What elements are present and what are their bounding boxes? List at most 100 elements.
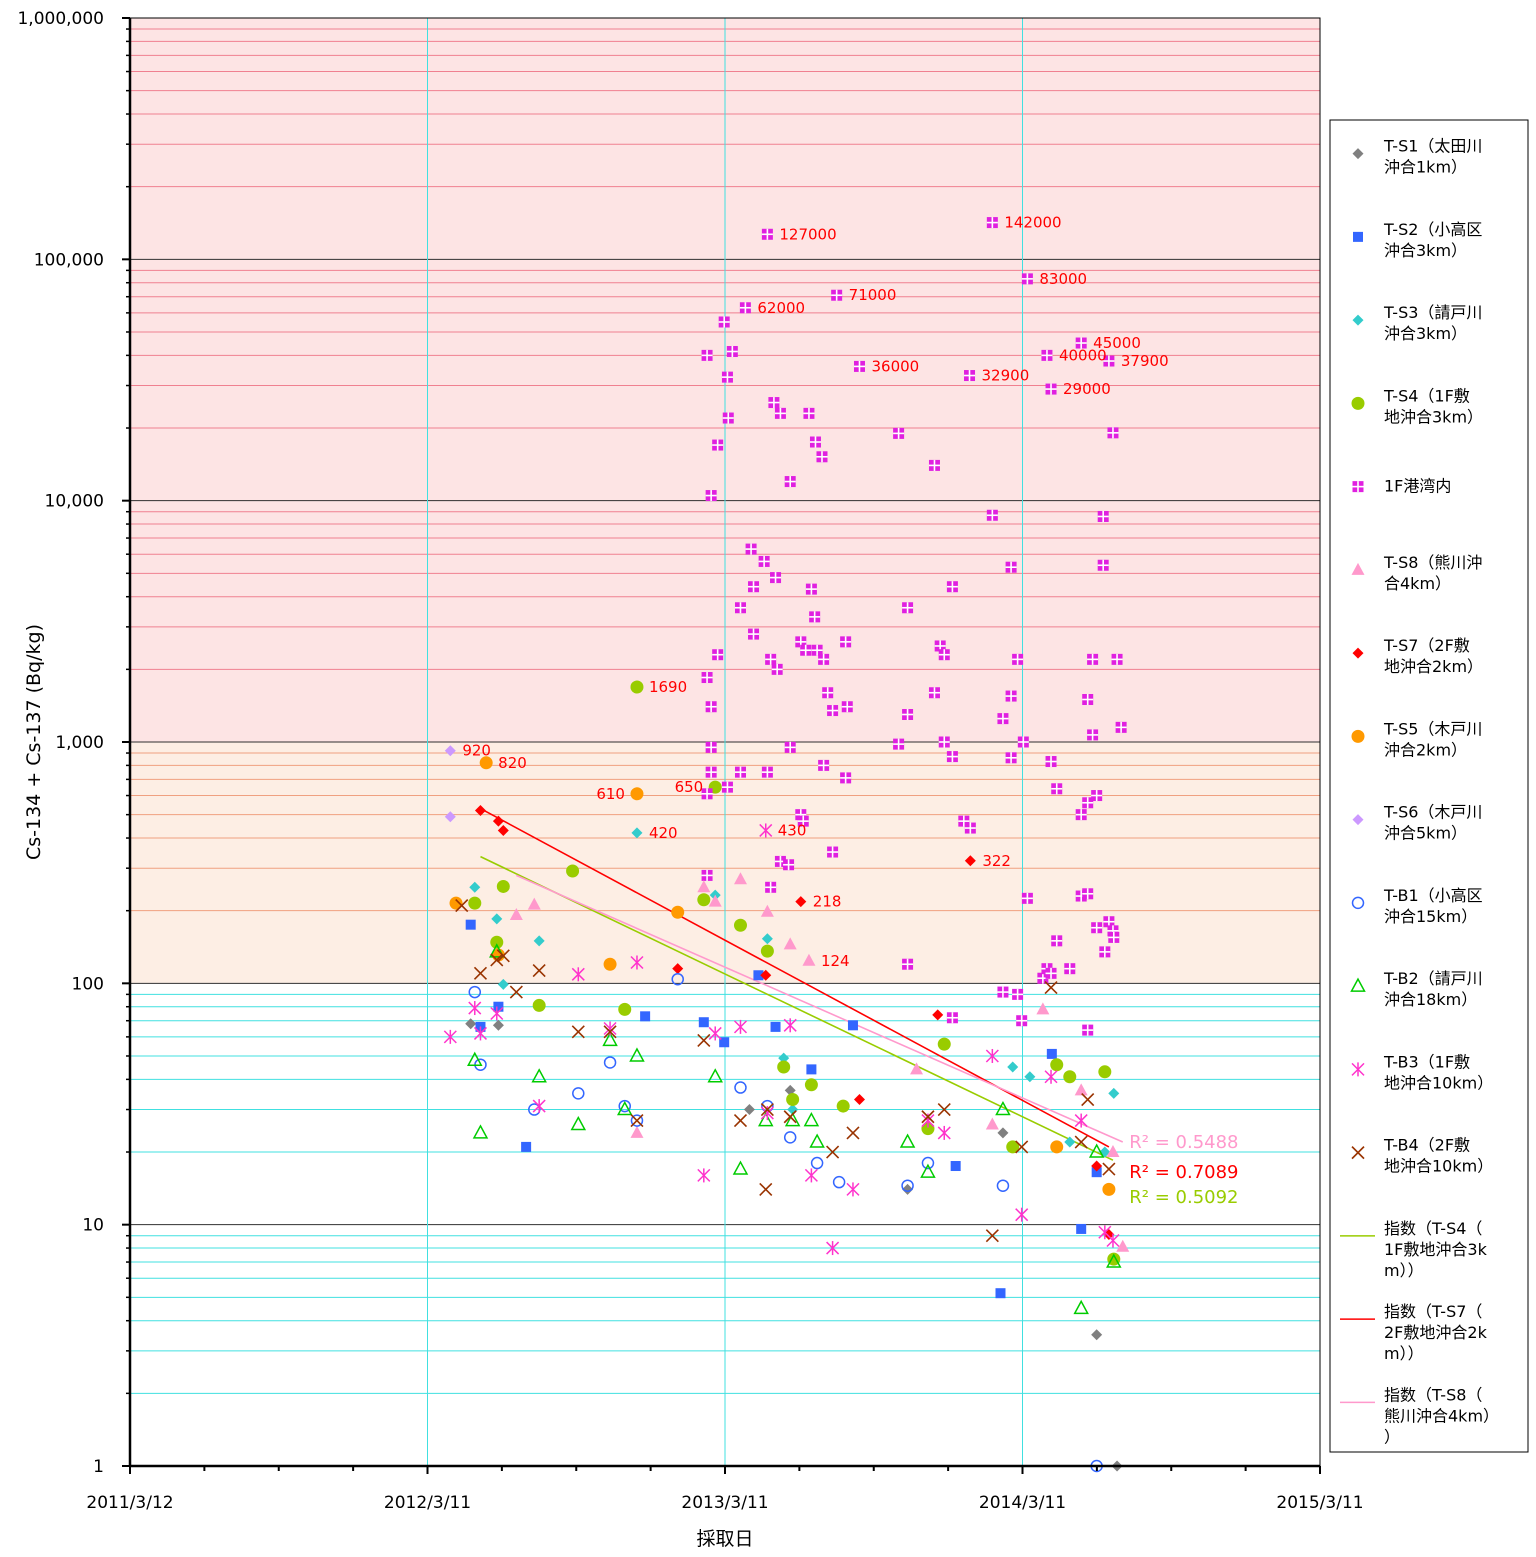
data-point	[1082, 797, 1094, 809]
data-point	[566, 864, 580, 878]
x-tick-label: 2013/3/11	[681, 1493, 768, 1513]
data-point	[783, 1018, 797, 1033]
data-point	[760, 944, 774, 958]
data-point	[809, 1133, 825, 1148]
data-point	[770, 572, 782, 584]
data-point	[1050, 1140, 1064, 1154]
data-point	[1102, 1162, 1116, 1176]
data-label: 218	[813, 893, 842, 911]
data-point	[603, 957, 617, 971]
data-points	[443, 217, 1130, 1473]
data-point	[803, 407, 815, 419]
data-point	[697, 893, 711, 907]
data-point-b	[603, 1025, 617, 1039]
data-point	[1074, 1113, 1088, 1128]
data-label: 610	[596, 785, 625, 803]
data-point	[910, 1062, 924, 1075]
r2-labels: R² = 0.5488 R² = 0.7089 R² = 0.5092	[1129, 1132, 1238, 1208]
data-point	[630, 1125, 644, 1138]
legend-label: 指数（T-S7（ 2F敷地沖合2k m））	[1384, 1302, 1488, 1363]
data-point	[671, 972, 684, 986]
legend-entry: 1F港湾内	[1352, 477, 1451, 496]
data-point	[1111, 653, 1123, 665]
data-point	[804, 1168, 818, 1183]
data-point	[1045, 383, 1057, 395]
data-point	[1051, 783, 1063, 795]
series-4	[701, 217, 1127, 1036]
data-label: 37900	[1121, 352, 1169, 370]
data-point	[840, 636, 852, 648]
data-point	[1016, 1015, 1028, 1027]
y-tick-label: 1	[93, 1457, 104, 1477]
data-point	[745, 543, 757, 555]
data-point	[630, 955, 644, 970]
data-point	[757, 1111, 774, 1127]
data-point	[899, 1133, 916, 1148]
data-point	[444, 745, 456, 757]
data-point	[761, 933, 773, 945]
data-point	[468, 985, 482, 999]
legend-marker	[1352, 481, 1364, 493]
data-point	[770, 1021, 781, 1032]
legend-label: T-B2（請戸川沖合18km）	[1383, 969, 1483, 1009]
data-point	[492, 1019, 504, 1031]
data-point	[1097, 510, 1109, 522]
data-point	[946, 1012, 958, 1024]
data-point	[1075, 809, 1087, 821]
data-point-b	[473, 966, 488, 980]
data-point	[765, 653, 777, 665]
data-point	[603, 1025, 617, 1039]
data-point	[570, 1115, 587, 1131]
data-point	[1074, 1083, 1088, 1096]
data-point	[527, 897, 541, 910]
data-point	[1036, 1002, 1050, 1015]
data-point	[810, 1156, 824, 1170]
legend-label: T-S7（2F敷地沖合2km）	[1383, 636, 1483, 676]
data-point	[893, 427, 905, 439]
data-point-b	[496, 949, 510, 963]
data-point	[449, 896, 463, 910]
data-point	[937, 1037, 951, 1051]
x-tick-label: 2015/3/11	[1276, 1493, 1363, 1513]
data-point	[1087, 729, 1099, 741]
data-point	[809, 436, 821, 448]
series-10	[467, 943, 1122, 1315]
data-point	[532, 963, 546, 978]
legend-marker	[1352, 814, 1364, 826]
data-point	[630, 680, 644, 694]
data-point	[697, 1033, 711, 1047]
data-point	[1081, 1092, 1095, 1107]
data-point	[1082, 1024, 1094, 1036]
legend-entry: T-S1（太田川沖合1km）	[1352, 137, 1482, 177]
data-point	[1041, 349, 1053, 361]
data-point	[753, 970, 764, 981]
data-point	[853, 360, 865, 372]
series-11	[443, 823, 1120, 1256]
data-point	[826, 1145, 840, 1159]
data-point	[840, 772, 852, 784]
r2-label: R² = 0.5092	[1129, 1187, 1238, 1208]
data-point	[616, 1100, 633, 1116]
data-point	[997, 713, 1009, 725]
series-8	[444, 745, 456, 823]
data-point	[847, 1020, 858, 1031]
data-point	[490, 953, 504, 967]
data-point	[760, 969, 772, 981]
data-point	[800, 644, 812, 656]
data-point-b	[509, 985, 523, 999]
data-point-b	[783, 1110, 797, 1124]
data-point	[1102, 1182, 1116, 1196]
data-point	[721, 781, 733, 793]
data-point	[618, 1002, 632, 1016]
data-point	[719, 1037, 730, 1048]
data-point	[718, 316, 730, 328]
data-point	[1091, 922, 1103, 934]
data-point-b	[826, 1145, 840, 1159]
data-point	[784, 741, 796, 753]
data-point	[743, 1104, 755, 1116]
legend-label: T-S6（木戸川沖合5km）	[1383, 803, 1482, 843]
data-point-b	[630, 1113, 644, 1128]
data-label: 71000	[849, 286, 897, 304]
data-point	[1007, 1061, 1019, 1073]
data-point	[701, 788, 713, 800]
